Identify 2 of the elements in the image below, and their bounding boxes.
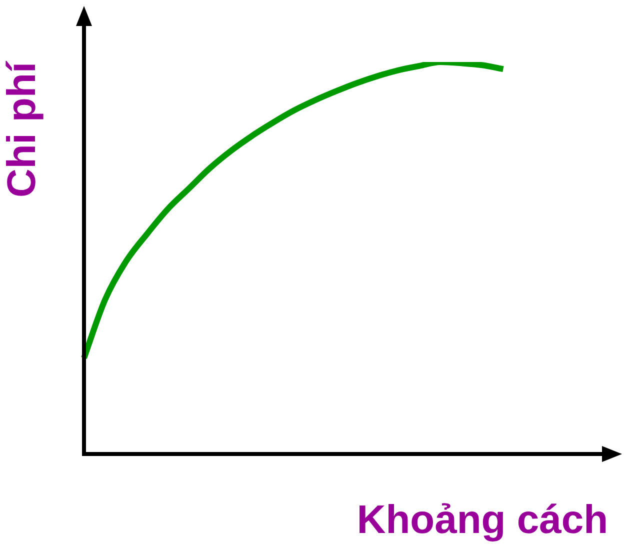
y-axis-title: Chi phí (0, 60, 44, 198)
x-axis-title: Khoảng cách (356, 498, 608, 542)
